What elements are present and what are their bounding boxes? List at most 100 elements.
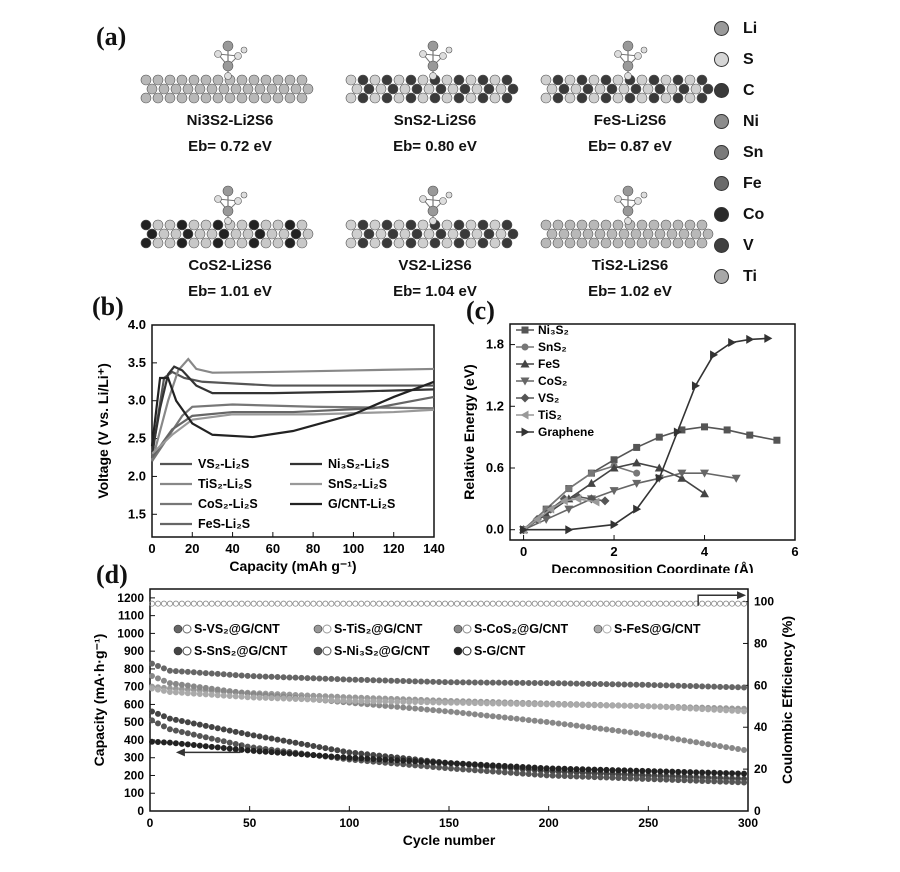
- data-point-d-5: [555, 772, 562, 779]
- slab-atom: [453, 92, 465, 104]
- atom-color-swatch: [714, 114, 729, 130]
- data-point-d-3: [292, 695, 299, 702]
- data-point-c-0: [701, 423, 709, 431]
- data-point-d-4: [328, 746, 335, 753]
- data-point-d-0: [364, 677, 371, 684]
- data-point-d-7: [322, 600, 329, 607]
- data-point-d-6: [687, 769, 694, 776]
- data-point-c-0: [678, 426, 686, 434]
- data-point-d-0: [525, 679, 532, 686]
- data-point-d-5: [459, 766, 466, 773]
- slab-atom: [678, 228, 690, 240]
- series-line-b-1: [150, 357, 435, 462]
- data-point-d-0: [424, 678, 431, 685]
- slab-atom: [381, 74, 393, 86]
- data-point-d-0: [573, 680, 580, 687]
- data-point-d-0: [453, 679, 460, 686]
- data-point-d-3: [471, 700, 478, 707]
- data-point-d-2: [657, 733, 664, 740]
- cluster-atom: [634, 197, 642, 205]
- data-point-c-3: [677, 469, 687, 478]
- data-point-d-5: [471, 767, 478, 774]
- data-point-d-6: [585, 766, 592, 773]
- data-point-d-2: [406, 704, 413, 711]
- cluster-atom: [624, 72, 632, 80]
- slab-atom: [666, 83, 678, 95]
- data-point-d-2: [561, 721, 568, 728]
- data-point-d-6: [424, 758, 431, 765]
- data-point-c-3: [541, 515, 551, 524]
- legend-label-d: S-G/CNT: [474, 644, 526, 658]
- data-point-d-6: [519, 763, 526, 770]
- slab-atom: [248, 74, 260, 86]
- y-tick-label: 1.8: [486, 337, 504, 352]
- element-legend-item: Ti: [714, 268, 764, 299]
- slab-atom: [696, 74, 708, 86]
- cluster-atom: [427, 40, 439, 52]
- data-point-c-3: [609, 487, 619, 496]
- slab-atom: [260, 74, 272, 86]
- data-point-d-5: [190, 731, 197, 738]
- slab-atom: [296, 92, 308, 104]
- data-point-d-7: [717, 600, 724, 607]
- data-point-d-3: [364, 698, 371, 705]
- slab-atom: [636, 92, 648, 104]
- data-point-d-7: [430, 600, 437, 607]
- data-point-d-5: [531, 771, 538, 778]
- data-point-d-7: [364, 600, 371, 607]
- slab-atom: [351, 228, 363, 240]
- slab-atom: [654, 228, 666, 240]
- slab-atom: [477, 237, 489, 249]
- element-symbol: Sn: [743, 144, 764, 161]
- slab-atom: [696, 237, 708, 249]
- legend-marker-d-open: [322, 646, 332, 656]
- data-point-d-7: [591, 600, 598, 607]
- data-point-d-0: [717, 683, 724, 690]
- slab-atom: [296, 219, 308, 231]
- data-point-d-6: [382, 756, 389, 763]
- slab-atom: [612, 92, 624, 104]
- data-point-d-6: [681, 768, 688, 775]
- data-point-d-6: [244, 747, 251, 754]
- data-point-d-3: [447, 699, 454, 706]
- data-point-d-7: [346, 600, 353, 607]
- data-point-d-0: [298, 674, 305, 681]
- data-point-d-7: [645, 600, 652, 607]
- slab-atom: [618, 228, 630, 240]
- data-point-d-0: [292, 674, 299, 681]
- data-point-d-0: [268, 673, 275, 680]
- data-point-d-6: [328, 753, 335, 760]
- slab-atom: [212, 237, 224, 249]
- data-point-d-6: [196, 742, 203, 749]
- slab-atom: [654, 83, 666, 95]
- data-point-d-5: [579, 773, 586, 780]
- data-point-d-3: [358, 698, 365, 705]
- data-point-d-7: [388, 600, 395, 607]
- data-point-d-5: [513, 770, 520, 777]
- slab-atom: [582, 83, 594, 95]
- data-point-d-0: [340, 676, 347, 683]
- data-point-d-3: [166, 689, 173, 696]
- slab-atom: [660, 237, 672, 249]
- data-point-d-3: [274, 695, 281, 702]
- data-point-d-5: [597, 774, 604, 781]
- y-axis-label: Voltage (V vs. Li/Li⁺): [95, 363, 111, 498]
- binding-energy-label-2: Eb= 0.87 eV: [588, 138, 672, 155]
- data-point-d-6: [298, 751, 305, 758]
- atom-color-swatch: [714, 83, 729, 99]
- data-point-d-0: [220, 671, 227, 678]
- data-point-d-3: [507, 700, 514, 707]
- data-point-d-2: [711, 742, 718, 749]
- data-point-d-0: [705, 683, 712, 690]
- slab-atom: [702, 83, 714, 95]
- data-point-d-0: [699, 683, 706, 690]
- data-point-c-0: [746, 431, 754, 439]
- y-tick-label: 100: [124, 786, 144, 800]
- y-tick-label: 3.0: [128, 393, 146, 408]
- slab-atom: [254, 228, 266, 240]
- data-point-d-7: [172, 600, 179, 607]
- data-point-d-4: [292, 739, 299, 746]
- data-point-d-2: [717, 743, 724, 750]
- data-point-d-7: [238, 600, 245, 607]
- slab-atom: [570, 83, 582, 95]
